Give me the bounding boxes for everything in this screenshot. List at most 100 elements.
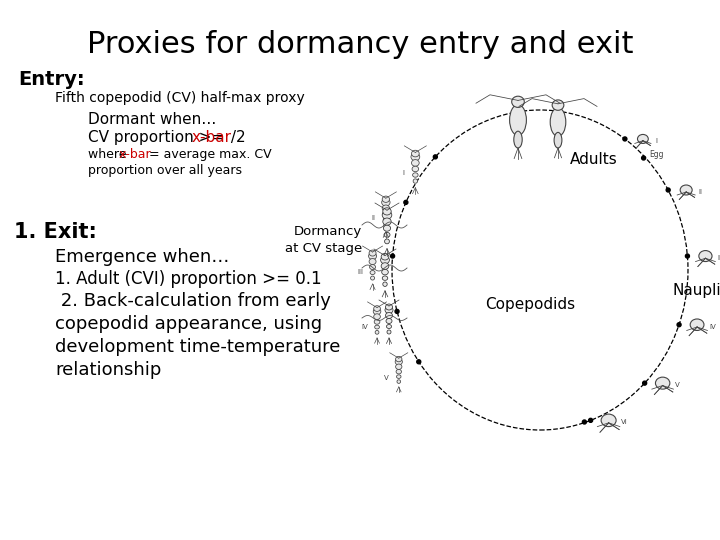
Ellipse shape	[655, 377, 670, 389]
Circle shape	[395, 309, 399, 313]
Ellipse shape	[413, 179, 418, 183]
Ellipse shape	[374, 325, 379, 329]
Text: V: V	[675, 382, 680, 388]
Ellipse shape	[374, 314, 380, 320]
Text: = average max. CV: = average max. CV	[145, 148, 271, 161]
Circle shape	[404, 200, 408, 204]
Text: Entry:: Entry:	[18, 70, 85, 89]
Text: /2: /2	[226, 130, 246, 145]
Circle shape	[677, 323, 681, 327]
Ellipse shape	[512, 96, 524, 107]
Ellipse shape	[381, 253, 389, 260]
Text: II: II	[372, 215, 376, 221]
Ellipse shape	[637, 134, 648, 144]
Text: Dormancy
at CV stage: Dormancy at CV stage	[284, 225, 362, 255]
Circle shape	[685, 254, 690, 258]
Text: I: I	[655, 138, 657, 144]
Ellipse shape	[369, 250, 376, 256]
Ellipse shape	[601, 414, 616, 427]
Circle shape	[642, 156, 646, 160]
Text: where: where	[88, 148, 130, 161]
Text: III: III	[717, 255, 720, 261]
Text: II: II	[698, 189, 702, 195]
Ellipse shape	[395, 359, 402, 365]
Text: x-bar: x-bar	[119, 148, 152, 161]
Text: III: III	[358, 269, 364, 275]
Text: 1. Exit:: 1. Exit:	[14, 222, 97, 242]
Text: development time-temperature: development time-temperature	[55, 338, 341, 356]
Ellipse shape	[382, 276, 388, 280]
Ellipse shape	[395, 364, 402, 369]
Text: Egg: Egg	[649, 150, 664, 159]
Text: Proxies for dormancy entry and exit: Proxies for dormancy entry and exit	[86, 30, 634, 59]
Ellipse shape	[383, 218, 391, 225]
Text: 1. Adult (CVI) proportion >= 0.1: 1. Adult (CVI) proportion >= 0.1	[55, 270, 322, 288]
Ellipse shape	[385, 304, 392, 310]
Ellipse shape	[381, 256, 390, 264]
Ellipse shape	[375, 330, 379, 334]
Text: Fifth copepodid (CV) half-max proxy: Fifth copepodid (CV) half-max proxy	[55, 91, 305, 105]
Text: CV proportion >=: CV proportion >=	[88, 130, 229, 145]
Ellipse shape	[369, 265, 376, 269]
Circle shape	[589, 418, 593, 422]
Ellipse shape	[412, 160, 419, 166]
Ellipse shape	[384, 239, 390, 244]
Ellipse shape	[373, 308, 381, 315]
Ellipse shape	[554, 132, 562, 148]
Ellipse shape	[412, 150, 419, 157]
Circle shape	[417, 360, 420, 364]
Ellipse shape	[383, 211, 389, 217]
Ellipse shape	[384, 232, 390, 237]
Ellipse shape	[397, 380, 400, 383]
Ellipse shape	[382, 211, 392, 219]
Ellipse shape	[383, 282, 387, 286]
Ellipse shape	[384, 224, 388, 227]
Text: x-bar: x-bar	[192, 130, 232, 145]
Ellipse shape	[369, 253, 377, 260]
Ellipse shape	[382, 196, 390, 202]
Ellipse shape	[382, 199, 390, 206]
Ellipse shape	[680, 185, 692, 195]
Circle shape	[643, 381, 647, 385]
Ellipse shape	[386, 319, 392, 323]
Circle shape	[623, 137, 627, 141]
Ellipse shape	[699, 251, 712, 261]
Ellipse shape	[381, 263, 389, 269]
Ellipse shape	[370, 271, 375, 274]
Text: 2. Back-calculation from early: 2. Back-calculation from early	[55, 292, 331, 310]
Ellipse shape	[690, 319, 704, 330]
Text: I: I	[402, 170, 405, 176]
Ellipse shape	[395, 356, 402, 362]
Circle shape	[433, 155, 437, 159]
Ellipse shape	[383, 208, 391, 215]
Ellipse shape	[385, 307, 393, 314]
Text: IV: IV	[709, 323, 716, 330]
Ellipse shape	[552, 100, 564, 110]
Ellipse shape	[371, 276, 374, 280]
Text: Dormant when…: Dormant when…	[88, 112, 217, 127]
Ellipse shape	[387, 325, 392, 328]
Ellipse shape	[382, 269, 388, 275]
Ellipse shape	[383, 225, 391, 231]
Ellipse shape	[411, 153, 420, 161]
Ellipse shape	[383, 218, 389, 222]
Ellipse shape	[374, 306, 380, 312]
Circle shape	[582, 420, 586, 424]
Text: proportion over all years: proportion over all years	[88, 164, 242, 177]
Ellipse shape	[396, 369, 402, 374]
Ellipse shape	[510, 105, 526, 136]
Text: Emergence when…: Emergence when…	[55, 248, 230, 266]
Ellipse shape	[397, 375, 401, 379]
Text: copepodid appearance, using: copepodid appearance, using	[55, 315, 322, 333]
Ellipse shape	[374, 320, 380, 324]
Text: Copepodids: Copepodids	[485, 298, 575, 313]
Text: V: V	[384, 375, 389, 381]
Text: relationship: relationship	[55, 361, 161, 379]
Ellipse shape	[382, 205, 390, 211]
Ellipse shape	[514, 131, 522, 148]
Ellipse shape	[385, 313, 392, 319]
Ellipse shape	[413, 173, 418, 177]
Text: Nauplii: Nauplii	[673, 282, 720, 298]
Ellipse shape	[387, 330, 391, 334]
Circle shape	[390, 254, 395, 258]
